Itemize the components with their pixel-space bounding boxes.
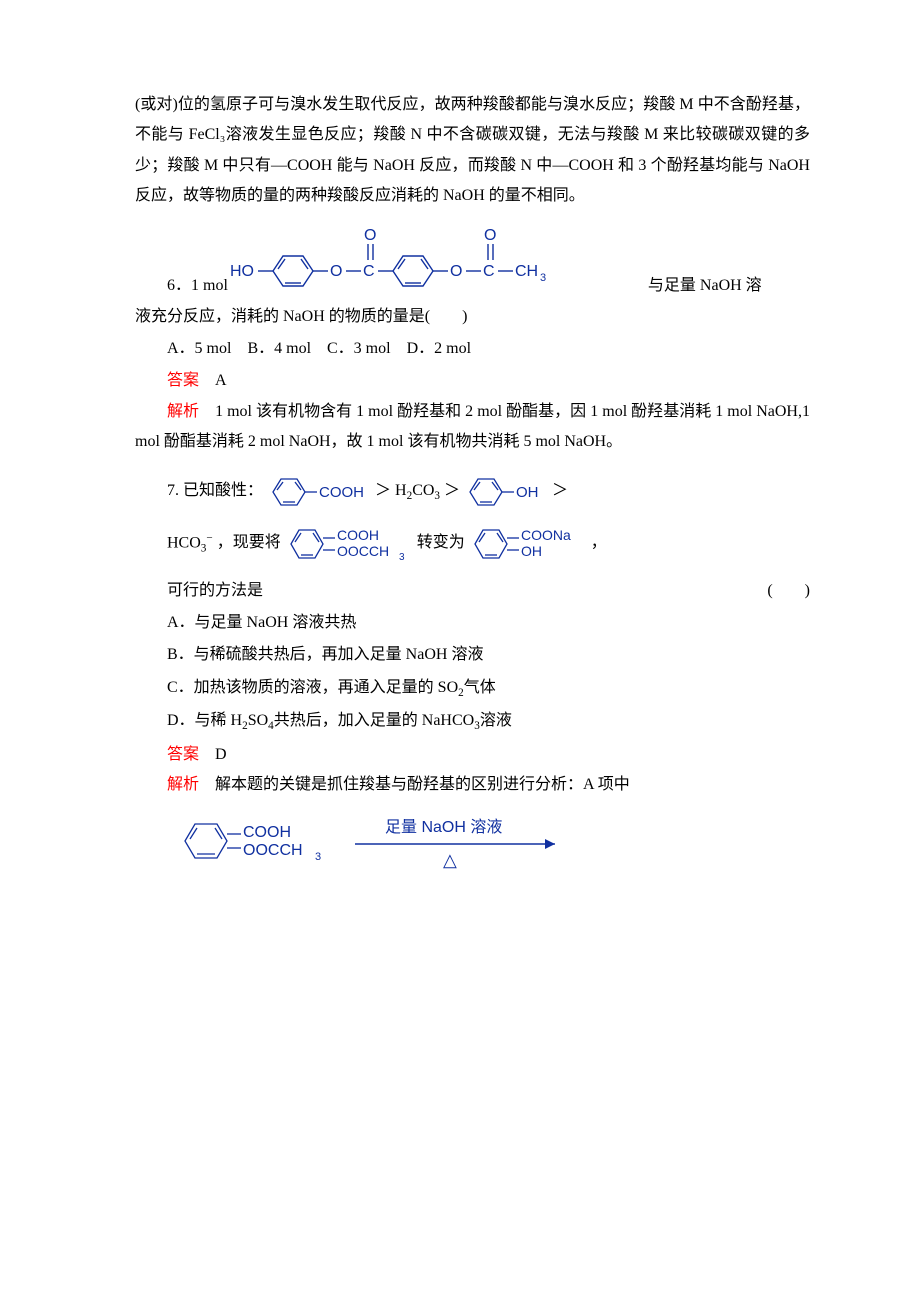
- q6-answer-value: A: [215, 372, 227, 389]
- svg-text:3: 3: [315, 851, 321, 863]
- q7-optB: B．与稀硫酸共热后，再加入足量 NaOH 溶液: [167, 640, 810, 670]
- q6-answer: 答案 A: [135, 366, 810, 396]
- svg-text:OOCCH: OOCCH: [243, 842, 303, 859]
- svg-text:COOH: COOH: [337, 527, 379, 543]
- q7-known: 已知酸性：: [183, 476, 263, 506]
- q6-explain-text: 1 mol 该有机物含有 1 mol 酚羟基和 2 mol 酚酯基，因 1 mo…: [135, 403, 810, 450]
- svg-text:C: C: [363, 263, 375, 280]
- svg-text:O: O: [364, 227, 376, 244]
- q6-num: 6．1 mol: [135, 271, 228, 301]
- svg-text:O: O: [484, 227, 496, 244]
- q7-explain-text: 解本题的关键是抓住羧基与酚羟基的区别进行分析：A 项中: [215, 776, 630, 793]
- q7-reaction-svg: COOH OOCCH 3 足量 NaOH 溶液 △: [175, 806, 810, 876]
- answer-label-7: 答案: [167, 746, 199, 763]
- svg-text:O: O: [450, 263, 462, 280]
- explain-label: 解析: [167, 403, 199, 420]
- q7-to: 转变为: [417, 528, 465, 558]
- q7-explain: 解析 解本题的关键是抓住羧基与酚羟基的区别进行分析：A 项中: [135, 770, 810, 800]
- intro-paragraph: (或对)位的氢原子可与溴水发生取代反应，故两种羧酸都能与溴水反应；羧酸 M 中不…: [135, 90, 810, 212]
- q6-line2: 液充分反应，消耗的 NaOH 的物质的量是( ): [135, 302, 810, 332]
- svg-text:OH: OH: [516, 484, 539, 501]
- struct-from-icon: COOH OOCCH 3: [285, 518, 413, 570]
- arrow-bottom-text: △: [443, 850, 457, 870]
- q7-optC: C．加热该物质的溶液，再通入足量的 SO2气体: [167, 673, 810, 704]
- page-content: (或对)位的氢原子可与溴水发生取代反应，故两种羧酸都能与溴水反应；羧酸 M 中不…: [0, 0, 920, 938]
- q7-now: ，现要将: [217, 528, 281, 558]
- svg-text:3: 3: [540, 272, 546, 284]
- svg-text:O: O: [330, 263, 342, 280]
- gt2: ＞: [444, 476, 460, 506]
- q6-line1: 6．1 mol HO O C: [135, 216, 810, 302]
- q7-line2: HCO3− ，现要将 COOH OOCCH 3 转变: [167, 518, 810, 570]
- hco3: HCO3−: [167, 528, 213, 560]
- svg-text:COOH: COOH: [319, 484, 364, 501]
- feasible-text: 可行的方法是: [167, 576, 263, 606]
- gt3: ＞: [552, 476, 568, 506]
- arrow-top-text: 足量 NaOH 溶液: [385, 818, 502, 836]
- benzene-oh-icon: OH: [464, 470, 548, 514]
- feasible-paren: ( ): [767, 576, 810, 606]
- svg-text:HO: HO: [230, 263, 254, 280]
- q6-structure-svg: HO O C O: [228, 216, 648, 302]
- q7-optA: A．与足量 NaOH 溶液共热: [167, 608, 810, 638]
- answer-label: 答案: [167, 372, 199, 389]
- svg-text:COOH: COOH: [243, 824, 291, 841]
- q7-options: A．与足量 NaOH 溶液共热 B．与稀硫酸共热后，再加入足量 NaOH 溶液 …: [167, 608, 810, 738]
- benzene-cooh-icon: COOH: [267, 470, 371, 514]
- q7-line1: 7. 已知酸性： COOH ＞ H2CO3 ＞: [167, 470, 810, 514]
- svg-text:3: 3: [399, 552, 405, 563]
- h2co3: H2CO3: [395, 476, 440, 507]
- q7-block: 7. 已知酸性： COOH ＞ H2CO3 ＞: [167, 470, 810, 606]
- q7-comma: ，: [591, 528, 607, 558]
- svg-text:OOCCH: OOCCH: [337, 543, 389, 559]
- struct-to-icon: COONa OH: [469, 518, 587, 570]
- svg-text:OH: OH: [521, 543, 542, 559]
- q6-explain: 解析 1 mol 该有机物含有 1 mol 酚羟基和 2 mol 酚酯基，因 1…: [135, 397, 810, 458]
- q7-answer: 答案 D: [135, 740, 810, 770]
- explain-label-7: 解析: [167, 776, 199, 793]
- q7-optD: D．与稀 H2SO4共热后，加入足量的 NaHCO3溶液: [167, 706, 810, 737]
- svg-text:CH: CH: [515, 263, 538, 280]
- svg-text:C: C: [483, 263, 495, 280]
- q7-answer-value: D: [215, 746, 227, 763]
- q7-prefix: 7.: [167, 476, 179, 506]
- q6-options: A．5 mol B．4 mol C．3 mol D．2 mol: [135, 334, 810, 364]
- gt1: ＞: [375, 476, 391, 506]
- svg-text:COONa: COONa: [521, 527, 571, 543]
- q6-tail: 与足量 NaOH 溶: [648, 271, 762, 301]
- q7-feasible: 可行的方法是 ( ): [167, 576, 810, 606]
